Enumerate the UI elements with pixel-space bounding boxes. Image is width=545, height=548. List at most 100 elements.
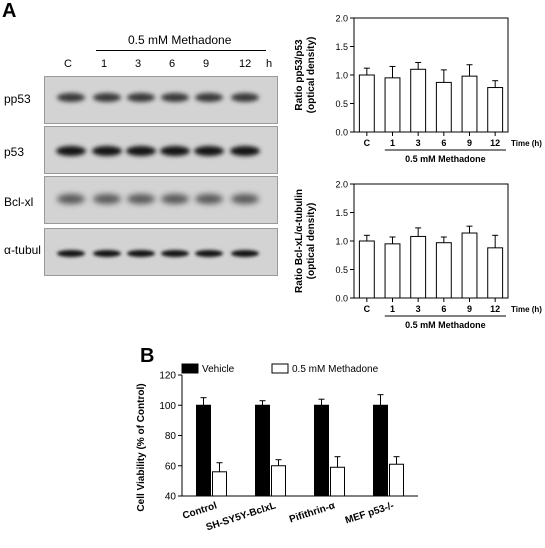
blot-band (195, 92, 223, 102)
bar (255, 404, 270, 497)
treatment-label: 0.5 mM Methadone (128, 33, 232, 47)
blot-band (195, 249, 223, 257)
y-tick-label: 1.5 (335, 42, 348, 52)
bar (435, 81, 452, 133)
blot-band (57, 249, 85, 257)
plot-frame (353, 183, 509, 299)
y-tick-label: 80 (165, 431, 177, 442)
blot-band (161, 92, 189, 102)
blot-label-alpha-tubulin: α-tubul (4, 243, 41, 257)
x-axis-label: Time (h) (511, 305, 542, 314)
plot-frame (353, 17, 509, 133)
lane-labels: C 1 3 6 9 12 h (44, 58, 276, 74)
y-tick-label: 1.0 (335, 237, 348, 247)
blot-band (195, 194, 223, 204)
treatment-bracket (96, 50, 266, 51)
blot-band (57, 92, 85, 102)
bar (435, 242, 452, 299)
blot-strip-pp53 (44, 76, 278, 124)
y-tick-label: 0.0 (335, 128, 348, 138)
blot-band (127, 92, 155, 102)
blot-band (194, 146, 224, 156)
bar (410, 235, 427, 299)
lane-label: 3 (135, 58, 142, 70)
lane-label: 12 (239, 58, 252, 70)
x-tick-label: 3 (416, 138, 421, 148)
bar (487, 87, 504, 133)
x-tick-label: C (364, 304, 371, 314)
bar (196, 404, 211, 497)
y-tick-label: 1.5 (335, 208, 348, 218)
x-tick-label: Control (181, 500, 218, 522)
x-tick-label: 12 (490, 304, 500, 314)
bar (410, 68, 427, 133)
y-tick-label: 100 (159, 401, 176, 412)
bar (358, 74, 375, 133)
chart-pp53-ratio: 0.0 0.5 1.0 1.5 2.0 C 1 3 6 9 12 Time (h) 0.5 mM Met… (294, 14, 542, 165)
blot-band (161, 194, 189, 204)
time-unit-label: h (266, 58, 273, 70)
x-axis-label: Time (h) (511, 139, 542, 148)
blot-band (92, 146, 122, 156)
bar (330, 466, 345, 497)
blot-band (93, 194, 121, 204)
blot-band (231, 92, 259, 102)
y-tick-label: 2.0 (335, 180, 348, 190)
blot-band (231, 249, 259, 257)
legend-label: Vehicle (202, 364, 235, 375)
legend-swatch (271, 363, 289, 374)
y-tick-label: 2.0 (335, 14, 348, 24)
x-tick-label: C (364, 138, 371, 148)
blot-strip-alpha-tubulin (44, 228, 278, 276)
panel-b-label: B (140, 345, 155, 367)
y-tick-label: 0.5 (335, 265, 348, 275)
bar (314, 404, 329, 497)
bar (212, 471, 227, 497)
blot-strip-bcl-xl (44, 176, 278, 224)
bar (384, 77, 401, 133)
lane-label: 1 (101, 58, 108, 70)
x-tick-label: MEF p53-/- (344, 500, 395, 526)
bar (461, 75, 478, 133)
panel-a-label: A (2, 0, 17, 22)
x-tick-label: Pifithrin-α (288, 500, 337, 525)
blot-band (230, 146, 260, 156)
blot-label-bcl-xl: Bcl-xl (4, 195, 34, 209)
blot-band (161, 249, 189, 257)
blot-band (56, 146, 86, 156)
blot-label-p53: p53 (4, 145, 25, 159)
legend-swatch (181, 363, 199, 374)
y-axis-label: (optical density) (306, 37, 317, 114)
bar (373, 404, 388, 497)
x-tick-label: 6 (441, 138, 446, 148)
x-tick-label: 9 (467, 304, 472, 314)
y-tick-label: 0.0 (335, 294, 348, 304)
bar (389, 463, 404, 497)
blot-band (127, 249, 155, 257)
y-tick-label: 1.0 (335, 71, 348, 81)
blot-band (160, 146, 190, 156)
chart-bclxl-ratio: 0.0 0.5 1.0 1.5 2.0 C 1 3 6 9 12 Time (h) 0.5 mM Met… (294, 180, 542, 331)
blot-strip-p53 (44, 126, 278, 174)
x-tick-label: 12 (490, 138, 500, 148)
blot-band (93, 92, 121, 102)
blot-label-pp53: pp53 (4, 92, 31, 106)
legend-label: 0.5 mM Methadone (292, 364, 379, 375)
lane-label: 9 (203, 58, 210, 70)
bar (384, 243, 401, 299)
lane-label: 6 (169, 58, 176, 70)
y-axis-label: Ratio pp53/p53 (294, 39, 305, 111)
y-axis-label: Ratio Bcl-xL/α-tubulin (294, 189, 305, 293)
y-axis-label: Cell Viability (% of Control) (136, 383, 147, 511)
group-label: 0.5 mM Methadone (405, 154, 486, 164)
bar (487, 247, 504, 299)
lane-label: C (64, 58, 72, 70)
y-tick-label: 0.5 (335, 99, 348, 109)
blot-band (231, 194, 259, 204)
y-tick-label: 40 (165, 492, 177, 503)
x-tick-label: 1 (390, 138, 395, 148)
bar (271, 465, 286, 497)
blot-band (57, 194, 85, 204)
bar (461, 232, 478, 299)
